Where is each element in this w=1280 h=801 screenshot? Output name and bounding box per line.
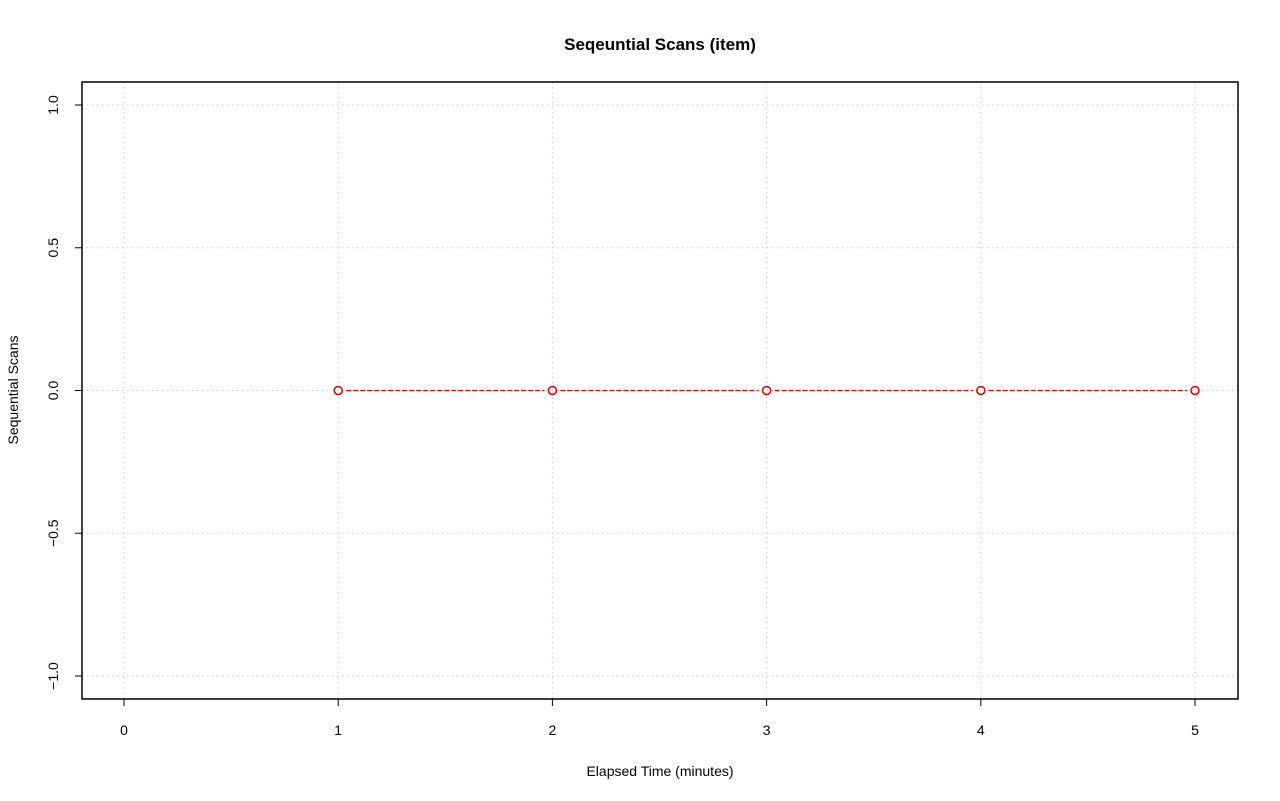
x-axis-label: Elapsed Time (minutes) (586, 763, 733, 779)
x-tick-label-4: 4 (977, 722, 985, 738)
x-tick-label-2: 2 (549, 722, 557, 738)
y-tick-label-2: 0.0 (45, 381, 61, 401)
x-tick-label-5: 5 (1191, 722, 1199, 738)
y-tick-label-1: −0.5 (45, 519, 61, 547)
y-tick-label-3: 0.5 (45, 238, 61, 258)
y-axis-ticks: −1.0 −0.5 0.0 0.5 1.0 (45, 95, 82, 690)
x-tick-label-0: 0 (120, 722, 128, 738)
y-axis-label: Sequential Scans (5, 336, 21, 445)
y-tick-label-4: 1.0 (45, 95, 61, 115)
x-axis-ticks: 0 1 2 3 4 5 (120, 699, 1199, 738)
series-0-point-4 (1190, 385, 1200, 396)
series-0-point-0 (333, 385, 343, 396)
series-0-point-1 (547, 385, 558, 396)
series-layer (333, 385, 1200, 396)
y-tick-label-0: −1.0 (45, 662, 61, 690)
x-tick-label-1: 1 (334, 722, 342, 738)
chart-title: Seqeuntial Scans (item) (564, 35, 756, 54)
series-0-point-2 (761, 385, 772, 396)
x-tick-label-3: 3 (763, 722, 771, 738)
series-0-point-3 (976, 385, 986, 396)
